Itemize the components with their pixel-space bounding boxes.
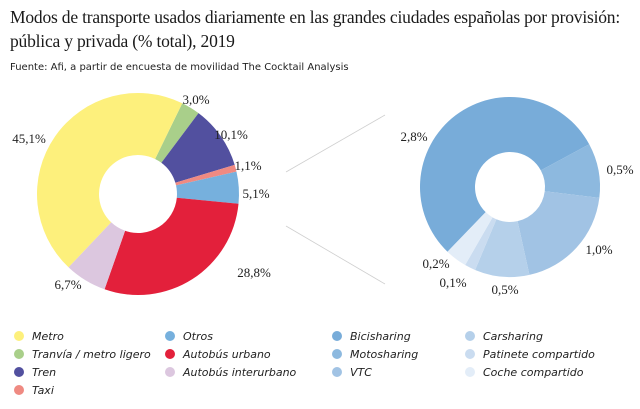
data-label-metro: 45,1% [12,131,46,146]
donut-otros: 2,8% 0,5% 1,0% 0,5% 0,1% 0,2% [400,97,634,297]
data-label-otros: 5,1% [242,186,269,201]
legend-item: Autobús urbano [165,346,271,362]
slice-tranvía-metro-ligero [155,103,199,163]
legend-item: Motosharing [332,346,418,362]
data-label-bicisharing: 2,8% [400,129,427,144]
legend-item: Tranvía / metro ligero [14,346,151,362]
data-label-tranvía-metro-ligero: 3,0% [182,92,209,107]
legend-label: VTC [350,365,372,379]
slice-bicisharing [420,97,590,252]
legend-swatch-icon [14,349,24,359]
legend-item: Carsharing [465,328,543,344]
legend-item: Autobús interurbano [165,364,296,380]
slice-metro [37,93,183,268]
legend-swatch-icon [332,349,342,359]
legend-label: Motosharing [350,347,419,361]
chart-source: Fuente: Afi, a partir de encuesta de mov… [10,62,349,73]
slice-autobús-urbano [104,197,239,296]
data-label-carsharing: 0,5% [491,282,518,297]
slice-otros [176,171,239,204]
data-label-patinete-compartido: 0,1% [439,275,466,290]
legend-swatch-icon [14,331,24,341]
legend-swatch-icon [332,331,342,341]
legend-label: Bicisharing [350,329,411,343]
donut-total: 3,0% 10,1% 1,1% 5,1% 28,8% 6,7% 45,1% [12,92,271,296]
legend-item: Otros [165,328,213,344]
legend-label: Patinete compartido [483,347,595,361]
legend-label: Tranvía / metro ligero [32,347,151,361]
data-label-autobús-urbano: 28,8% [237,265,271,280]
legend-item: Metro [14,328,64,344]
legend-label: Taxi [32,383,54,397]
data-label-vtc: 1,0% [585,242,612,257]
legend-label: Tren [32,365,57,379]
legend-label: Autobús urbano [183,347,271,361]
legend-item: Patinete compartido [465,346,595,362]
legend-label: Coche compartido [483,365,584,379]
data-label-tren: 10,1% [214,127,248,142]
legend-item: Taxi [14,382,54,398]
legend-swatch-icon [465,349,475,359]
data-label-coche-compartido: 0,2% [422,256,449,271]
slice-autobús-interurbano [68,222,126,290]
legend: Metro Tranvía / metro ligero Tren Taxi Otros… [0,328,640,408]
legend-label: Carsharing [483,329,543,343]
legend-label: Otros [183,329,213,343]
connector-line-bottom [285,225,386,285]
slice-taxi [175,164,237,186]
legend-item: Bicisharing [332,328,411,344]
legend-swatch-icon [165,349,175,359]
legend-swatch-icon [465,367,475,377]
slice-patinete-compartido [465,217,497,270]
legend-label: Autobús interurbano [183,365,297,379]
legend-swatch-icon [465,331,475,341]
legend-swatch-icon [165,367,175,377]
slice-tren [161,113,235,183]
slice-carsharing [475,219,530,277]
legend-swatch-icon [332,367,342,377]
legend-label: Metro [32,329,64,343]
connector-line-top [285,114,386,173]
data-label-motosharing: 0,5% [606,162,633,177]
chart-title: Modos de transporte usados diariamente e… [10,7,621,51]
legend-swatch-icon [165,331,175,341]
legend-item: Coche compartido [465,364,584,380]
slice-vtc [517,191,600,275]
slice-coche-compartido [447,212,493,266]
data-label-taxi: 1,1% [234,158,261,173]
legend-swatch-icon [14,367,24,377]
legend-item: Tren [14,364,56,380]
legend-item: VTC [332,364,372,380]
connector-lines [285,114,386,285]
legend-swatch-icon [14,385,24,395]
slice-motosharing [540,144,600,198]
data-label-autobús-interurbano: 6,7% [54,277,81,292]
